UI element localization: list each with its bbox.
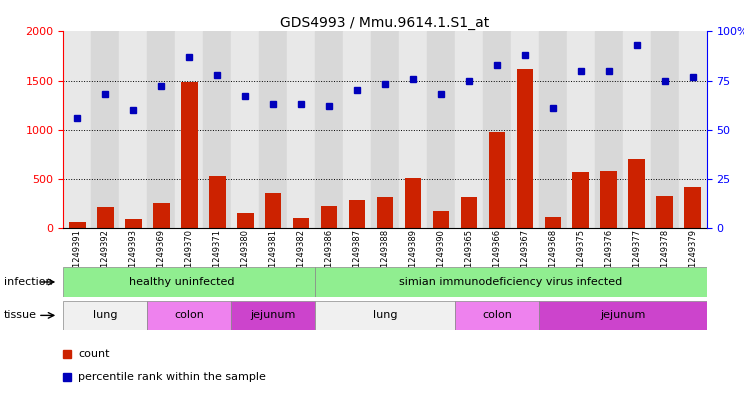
Bar xyxy=(629,159,645,228)
Bar xyxy=(125,219,141,228)
Bar xyxy=(287,31,315,228)
Bar xyxy=(315,31,343,228)
Text: simian immunodeficiency virus infected: simian immunodeficiency virus infected xyxy=(400,277,623,287)
Bar xyxy=(376,196,394,228)
Text: jejunum: jejunum xyxy=(600,310,646,320)
Bar xyxy=(292,218,310,228)
Bar xyxy=(315,301,455,330)
Text: lung: lung xyxy=(373,310,397,320)
Bar xyxy=(153,204,170,228)
Bar xyxy=(265,193,281,228)
Bar xyxy=(181,82,198,228)
Title: GDS4993 / Mmu.9614.1.S1_at: GDS4993 / Mmu.9614.1.S1_at xyxy=(280,17,490,30)
Bar xyxy=(545,217,561,228)
Bar xyxy=(259,31,287,228)
Bar xyxy=(209,176,225,228)
Bar xyxy=(63,267,315,297)
Bar xyxy=(343,31,371,228)
Bar xyxy=(595,31,623,228)
Bar xyxy=(623,31,651,228)
Bar xyxy=(231,31,259,228)
Bar xyxy=(455,301,539,330)
Bar xyxy=(63,31,92,228)
Bar xyxy=(656,195,673,228)
Bar xyxy=(315,267,707,297)
Bar xyxy=(489,132,505,228)
Bar xyxy=(97,208,114,228)
Bar xyxy=(371,31,399,228)
Bar xyxy=(483,31,511,228)
Text: healthy uninfected: healthy uninfected xyxy=(129,277,235,287)
Bar xyxy=(684,187,701,228)
Bar xyxy=(63,301,147,330)
Bar xyxy=(572,173,589,228)
Bar xyxy=(511,31,539,228)
Bar xyxy=(321,206,338,228)
Bar xyxy=(203,31,231,228)
Text: count: count xyxy=(78,349,109,359)
Text: jejunum: jejunum xyxy=(251,310,296,320)
Bar xyxy=(461,197,478,228)
Bar xyxy=(119,31,147,228)
Bar xyxy=(455,31,483,228)
Bar xyxy=(231,301,315,330)
Bar xyxy=(600,171,618,228)
Text: tissue: tissue xyxy=(4,310,36,320)
Bar xyxy=(432,211,449,228)
Bar xyxy=(175,31,203,228)
Bar xyxy=(539,31,567,228)
Bar xyxy=(349,200,365,228)
Bar xyxy=(679,31,707,228)
Text: colon: colon xyxy=(482,310,512,320)
Bar xyxy=(651,31,679,228)
Bar xyxy=(147,31,175,228)
Bar xyxy=(427,31,455,228)
Bar xyxy=(69,222,86,228)
Text: percentile rank within the sample: percentile rank within the sample xyxy=(78,372,266,382)
Text: lung: lung xyxy=(93,310,118,320)
Bar xyxy=(539,301,707,330)
Bar xyxy=(516,69,533,228)
Text: infection: infection xyxy=(4,277,52,287)
Bar xyxy=(399,31,427,228)
Bar xyxy=(147,301,231,330)
Text: colon: colon xyxy=(174,310,204,320)
Bar xyxy=(567,31,595,228)
Bar xyxy=(237,213,254,228)
Bar xyxy=(405,178,421,228)
Bar xyxy=(92,31,119,228)
